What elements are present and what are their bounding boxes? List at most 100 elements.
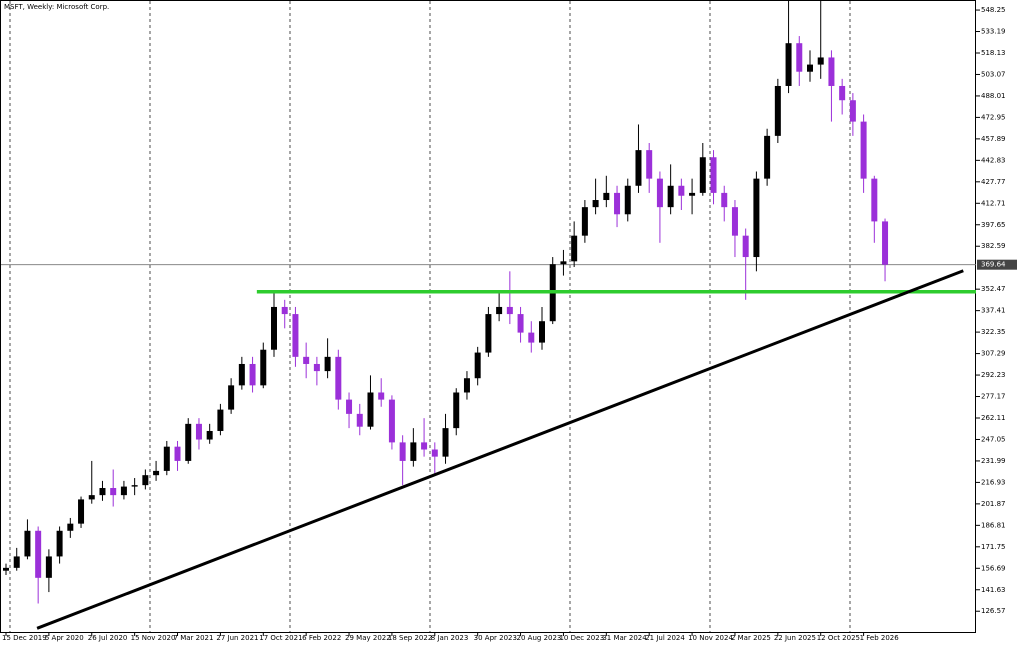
x-tick-label: 15 Nov 2020 — [131, 634, 176, 642]
candle-body — [817, 57, 824, 65]
candle-body — [742, 235, 749, 258]
y-tick-label: 307.29 — [981, 350, 1006, 358]
candle-body — [474, 352, 481, 379]
trendline — [36, 269, 964, 630]
candle-body — [131, 485, 138, 487]
candle-body — [388, 399, 395, 443]
x-tick-label: 12 Oct 2025 — [817, 634, 860, 642]
x-tick-label: 5 Apr 2020 — [45, 634, 84, 642]
candle-body — [228, 385, 235, 410]
candle-body — [796, 43, 803, 72]
y-tick-label: 488.01 — [981, 92, 1006, 100]
candle-body — [378, 392, 385, 400]
candle-body — [849, 100, 856, 122]
candle-body — [399, 442, 406, 461]
candle-body — [431, 449, 438, 457]
candle-body — [206, 430, 213, 440]
candle-body — [303, 356, 310, 364]
x-tick-label: 27 Jun 2021 — [216, 634, 258, 642]
candle-body — [667, 185, 674, 208]
candle-body — [292, 314, 299, 357]
y-tick-label: 503.07 — [981, 70, 1006, 78]
candle-body — [281, 306, 288, 315]
candle-body — [56, 530, 63, 557]
candle-body — [260, 349, 267, 386]
y-tick-label: 156.69 — [981, 564, 1006, 572]
x-tick-label: 7 Mar 2021 — [174, 634, 214, 642]
candle-body — [271, 306, 277, 350]
x-tick-label: 29 May 2022 — [345, 634, 391, 642]
x-tick-label: 15 Dec 2019 — [2, 634, 47, 642]
candle-body — [839, 85, 846, 101]
x-tick-label: 6 Feb 2022 — [302, 634, 341, 642]
x-tick-label: 10 Nov 2024 — [688, 634, 733, 642]
last-price-label: 369.64 — [981, 261, 1006, 269]
y-tick-label: 171.75 — [981, 543, 1006, 551]
y-tick-label: 533.19 — [981, 28, 1006, 36]
candle-body — [731, 207, 738, 236]
candle-body — [753, 178, 760, 258]
candle-body — [153, 470, 160, 476]
candle-body — [656, 178, 663, 208]
candle-body — [860, 121, 867, 179]
candle-body — [592, 200, 599, 208]
y-tick-label: 397.65 — [981, 221, 1006, 229]
candle-body — [410, 442, 417, 461]
candle-body — [421, 442, 428, 450]
candle-body — [88, 495, 95, 500]
y-tick-label: 382.59 — [981, 242, 1006, 250]
candle-body — [463, 378, 470, 393]
candle-body — [217, 409, 224, 431]
candle-body — [78, 499, 85, 524]
candle-body — [185, 423, 192, 461]
candle-body — [110, 488, 117, 496]
candle-body — [335, 356, 342, 400]
x-tick-label: 20 Aug 2023 — [517, 634, 562, 642]
y-tick-label: 412.71 — [981, 199, 1006, 207]
candle-body — [678, 185, 685, 196]
candle-body — [646, 150, 653, 179]
candle-body — [614, 192, 621, 215]
candle-body — [624, 185, 631, 215]
x-tick-label: 2 Mar 2025 — [731, 634, 771, 642]
y-tick-label: 352.47 — [981, 285, 1006, 293]
y-tick-label: 201.87 — [981, 500, 1006, 508]
candle-body — [163, 446, 170, 471]
candle-body — [324, 356, 331, 372]
y-tick-label: 126.57 — [981, 607, 1006, 615]
candle-body — [442, 428, 449, 457]
y-tick-label: 337.41 — [981, 307, 1006, 315]
candle-body — [249, 363, 256, 386]
y-tick-label: 247.05 — [981, 435, 1006, 443]
candle-body — [367, 392, 374, 427]
candle-body — [774, 85, 781, 136]
x-tick-label: 1 Feb 2026 — [860, 634, 900, 642]
y-tick-label: 231.99 — [981, 457, 1006, 465]
x-tick-label: 31 Mar 2024 — [602, 634, 647, 642]
candle-body — [3, 567, 9, 571]
y-tick-label: 322.35 — [981, 328, 1006, 336]
candle-body — [313, 363, 320, 372]
candle-body — [785, 43, 792, 86]
y-tick-label: 472.95 — [981, 113, 1006, 121]
x-tick-label: 26 Jul 2020 — [88, 634, 128, 642]
candle-body — [764, 135, 771, 179]
candle-body — [174, 446, 181, 461]
last-price-box — [977, 259, 1017, 270]
y-tick-label: 292.23 — [981, 371, 1006, 379]
candle-body — [45, 556, 52, 578]
y-tick-label: 548.25 — [981, 6, 1006, 14]
candle-body — [807, 64, 813, 72]
candle-body — [882, 221, 889, 265]
y-tick-label: 518.13 — [981, 49, 1006, 57]
x-tick-label: 22 Jun 2025 — [774, 634, 816, 642]
x-tick-label: 10 Dec 2023 — [559, 634, 604, 642]
candle-body — [24, 530, 31, 557]
candle-body — [528, 332, 535, 343]
x-tick-label: 8 Jan 2023 — [431, 634, 469, 642]
candle-body — [539, 321, 545, 343]
x-tick-label: 18 Sep 2022 — [388, 634, 432, 642]
candle-body — [689, 192, 696, 196]
x-tick-label: 21 Jul 2024 — [645, 634, 685, 642]
